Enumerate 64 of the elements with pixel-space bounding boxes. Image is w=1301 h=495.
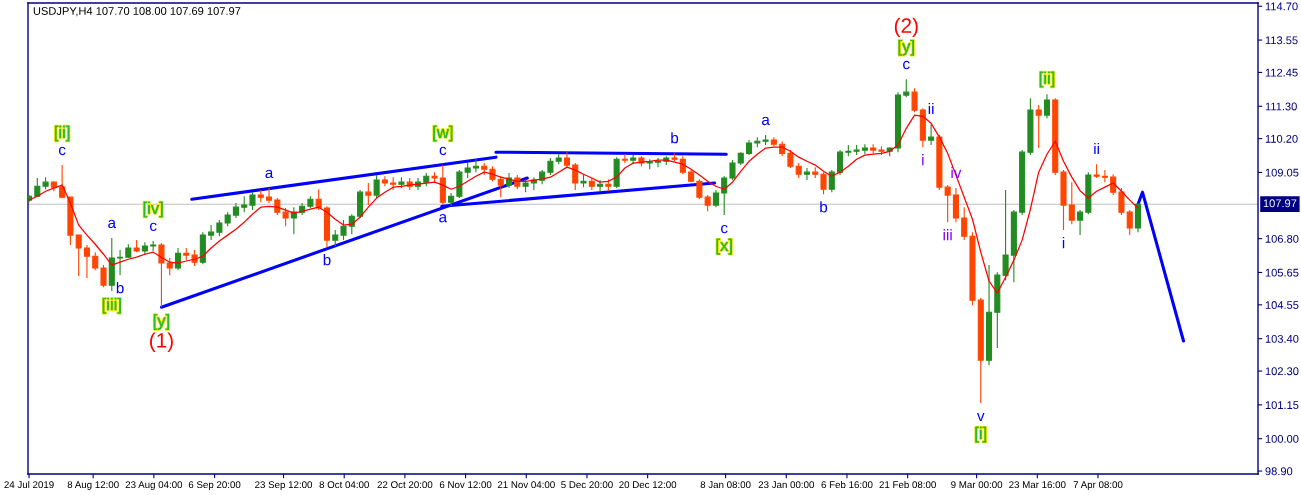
annotation: ii: [928, 103, 934, 115]
annotation: i: [1062, 237, 1065, 249]
x-tick-label: 6 Sep 20:00: [188, 481, 241, 491]
y-tick-label: 114.70: [1265, 2, 1298, 11]
annotation: (2): [894, 17, 918, 38]
x-tick-label: 21 Nov 04:00: [497, 481, 555, 489]
annotation: [w]: [433, 125, 453, 142]
y-tick-label: 102.30: [1265, 367, 1299, 376]
chart-title: USDJPY,H4 107.70 108.00 107.69 107.97: [33, 7, 241, 17]
x-tick-label: 7 Apr 08:00: [1073, 481, 1123, 491]
annotation: c: [58, 146, 66, 156]
y-tick-label: 98.90: [1265, 467, 1293, 476]
y-tick-label: 105.65: [1265, 268, 1299, 277]
annotation: c: [439, 146, 447, 156]
annotation: b: [116, 282, 124, 294]
annotation: [ii]: [1039, 71, 1055, 88]
y-tick-label: 111.30: [1265, 102, 1297, 111]
annotation: [y]: [153, 314, 170, 330]
annotation: a: [761, 116, 770, 126]
annotation: b: [820, 201, 828, 213]
annotation: a: [439, 214, 448, 223]
annotation: iii: [943, 229, 952, 241]
annotation: i: [922, 154, 924, 166]
x-tick-label: 9 Mar 00:00: [951, 481, 1003, 489]
annotation: [x]: [716, 238, 732, 255]
x-tick-label: 8 Jan 08:00: [700, 481, 751, 489]
x-tick-label: 23 Jan 00:00: [758, 481, 815, 489]
annotation: [ii]: [54, 125, 70, 142]
x-tick-label: 5 Dec 20:00: [561, 481, 613, 489]
annotation: c: [903, 60, 910, 70]
y-tick-label: 106.80: [1265, 234, 1299, 243]
x-tick-label: 8 Aug 12:00: [67, 481, 119, 491]
annotation: b: [323, 254, 331, 266]
y-tick-label: 100.00: [1265, 434, 1299, 443]
x-tick-label: 6 Feb 16:00: [821, 480, 873, 489]
annotation: c: [721, 224, 728, 234]
annotation: v: [976, 413, 985, 422]
y-tick-label: 101.15: [1265, 401, 1299, 409]
annotation: c: [150, 222, 157, 232]
annotation: [iv]: [143, 201, 163, 218]
annotation: b: [671, 132, 679, 144]
y-tick-label: 113.55: [1265, 36, 1298, 45]
annotation: a: [108, 219, 117, 229]
y-tick-label: 112.45: [1265, 68, 1298, 77]
annotation: [iii]: [102, 297, 121, 314]
annotation: [i]: [975, 426, 987, 443]
x-tick-label: 23 Mar 16:00: [1009, 481, 1066, 489]
x-tick-label: 23 Aug 04:00: [125, 481, 183, 491]
x-tick-label: 21 Feb 08:00: [879, 480, 936, 489]
x-tick-label: 6 Nov 12:00: [439, 481, 492, 489]
y-tick-label: 104.55: [1265, 301, 1299, 309]
annotation: ii: [1094, 143, 1099, 155]
x-tick-label: 24 Jul 2019: [4, 480, 54, 489]
y-tick-label: 109.05: [1265, 168, 1299, 177]
annotation: [y]: [898, 39, 914, 56]
x-tick-label: 23 Sep 12:00: [255, 481, 313, 491]
y-tick-label: 103.40: [1265, 334, 1299, 343]
y-tick-label: 110.20: [1265, 134, 1298, 143]
annotation: a: [265, 169, 274, 179]
ref-line-label: 107.97: [1263, 199, 1297, 208]
annotation: (1): [150, 332, 173, 352]
x-tick-label: 22 Oct 20:00: [377, 481, 433, 489]
x-tick-label: 8 Oct 04:00: [319, 481, 369, 489]
x-tick-label: 20 Dec 12:00: [619, 481, 677, 489]
